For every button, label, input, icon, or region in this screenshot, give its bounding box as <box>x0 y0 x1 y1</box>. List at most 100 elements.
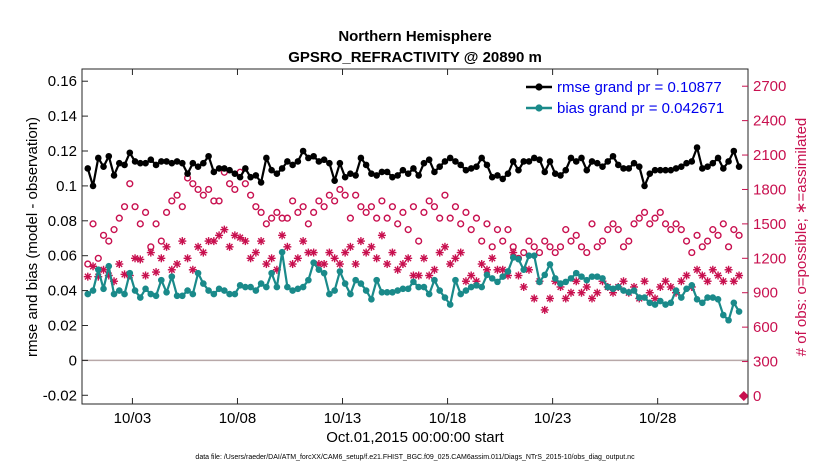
possible-point <box>630 220 638 228</box>
bias grand pr = 0.042671-point <box>651 301 659 308</box>
rmse grand pr = 0.10877-point <box>115 159 123 167</box>
rmse grand pr = 0.10877-point <box>646 170 654 177</box>
assimilated-point <box>178 237 187 246</box>
possible-point <box>173 191 181 199</box>
rmse grand pr = 0.10877-point <box>720 165 727 172</box>
rmse grand pr = 0.10877-point <box>635 163 643 171</box>
assimilated-point <box>388 248 397 257</box>
bias grand pr = 0.042671-point <box>210 290 218 298</box>
bias grand pr = 0.042671-point <box>735 308 743 315</box>
assimilated-point <box>693 265 702 274</box>
rmse grand pr = 0.10877-point <box>562 166 570 174</box>
possible-point <box>661 220 670 228</box>
y-tick-label: 0.04 <box>48 283 77 300</box>
bias grand pr = 0.042671-point <box>588 273 596 280</box>
bias grand pr = 0.042671-point <box>268 269 275 277</box>
rmse grand pr = 0.10877-point <box>131 158 139 165</box>
bias grand pr = 0.042671-point <box>289 287 296 294</box>
bias grand pr = 0.042671-point <box>536 278 543 286</box>
possible-point <box>294 208 302 217</box>
possible-point <box>635 214 643 222</box>
rmse grand pr = 0.10877-point <box>189 159 197 167</box>
possible-point <box>651 214 659 222</box>
rmse grand pr = 0.10877-point <box>410 165 417 172</box>
rmse grand pr = 0.10877-point <box>509 158 517 165</box>
possible-point <box>115 214 123 222</box>
rmse grand pr = 0.10877-point <box>373 172 380 179</box>
possible-point <box>409 203 418 211</box>
bias grand pr = 0.042671-point <box>320 269 328 277</box>
rmse grand pr = 0.10877-point <box>583 166 591 174</box>
rmse grand pr = 0.10877-point <box>347 170 354 177</box>
y2-tick-label: 900 <box>753 285 778 302</box>
rmse grand pr = 0.10877-point <box>352 172 359 179</box>
assimilated-point <box>467 271 476 280</box>
rmse grand pr = 0.10877-point <box>94 154 102 162</box>
bias grand pr = 0.042671-point <box>530 252 538 259</box>
assimilated-point <box>651 294 660 303</box>
x-tick-label: 10/13 <box>324 410 362 427</box>
assimilated-point <box>288 260 297 269</box>
y2-tick-label: 0 <box>753 388 761 405</box>
rmse grand pr = 0.10877-point <box>284 158 291 165</box>
rmse grand pr = 0.10877-point <box>168 159 176 167</box>
rmse grand pr = 0.10877-point <box>200 159 207 167</box>
y2-tick-label: 1800 <box>753 181 786 198</box>
possible-point <box>268 214 276 222</box>
possible-point <box>551 248 559 257</box>
bias grand pr = 0.042671-point <box>677 294 685 301</box>
rmse grand pr = 0.10877-point <box>389 173 396 181</box>
assimilated-point <box>351 260 360 269</box>
bias grand pr = 0.042671-point <box>551 275 559 282</box>
possible-point <box>478 237 486 245</box>
possible-point <box>194 185 202 194</box>
rmse grand pr = 0.10877-point <box>152 161 160 169</box>
bias grand pr = 0.042671-point <box>278 248 286 256</box>
bias grand pr = 0.042671-point <box>641 294 648 301</box>
bias grand pr = 0.042671-point <box>609 285 617 293</box>
possible-point <box>646 220 654 228</box>
rmse grand pr = 0.10877-point <box>699 165 706 172</box>
bias grand pr = 0.042671-point <box>467 283 475 291</box>
possible-point <box>120 203 129 211</box>
bias grand pr = 0.042671-point <box>593 273 601 280</box>
assimilated-point <box>451 254 460 263</box>
assimilated-point <box>131 254 140 263</box>
rmse grand pr = 0.10877-point <box>457 161 464 169</box>
bias grand pr = 0.042671-point <box>100 285 107 293</box>
rmse grand pr = 0.10877-point <box>609 152 617 160</box>
bias grand pr = 0.042671-point <box>488 275 496 282</box>
bias grand pr = 0.042671-point <box>404 285 412 293</box>
bias grand pr = 0.042671-point <box>373 276 380 284</box>
y-tick-label: 0.02 <box>48 317 77 334</box>
assimilated-point <box>446 260 455 269</box>
assimilated-point <box>83 272 92 281</box>
assimilated-point <box>588 294 597 303</box>
assimilated-point <box>309 248 318 257</box>
bias grand pr = 0.042671-point <box>667 299 675 307</box>
assimilated-point <box>482 265 491 274</box>
assimilated-point <box>582 282 591 291</box>
chart-title: Northern Hemisphere <box>338 28 491 45</box>
possible-point <box>304 220 312 228</box>
possible-point <box>457 220 465 228</box>
bias grand pr = 0.042671-point <box>205 287 212 294</box>
bias grand pr = 0.042671-point <box>247 283 254 291</box>
possible-point <box>488 243 496 251</box>
y2-tick-label: 300 <box>753 354 778 371</box>
possible-point <box>619 243 628 251</box>
assimilated-point <box>225 242 234 251</box>
possible-point <box>373 214 381 222</box>
rmse grand pr = 0.10877-point <box>331 177 338 184</box>
rmse grand pr = 0.10877-point <box>89 182 97 190</box>
assimilated-point <box>735 271 744 280</box>
assimilated-point <box>341 248 350 257</box>
rmse grand pr = 0.10877-point <box>709 159 717 167</box>
bias grand pr = 0.042671-point <box>147 290 155 298</box>
possible-point <box>131 203 139 211</box>
possible-point <box>168 197 176 205</box>
assimilated-point <box>514 271 523 280</box>
possible-point <box>394 220 402 228</box>
assimilated-point <box>367 242 376 251</box>
possible-point <box>567 237 575 245</box>
